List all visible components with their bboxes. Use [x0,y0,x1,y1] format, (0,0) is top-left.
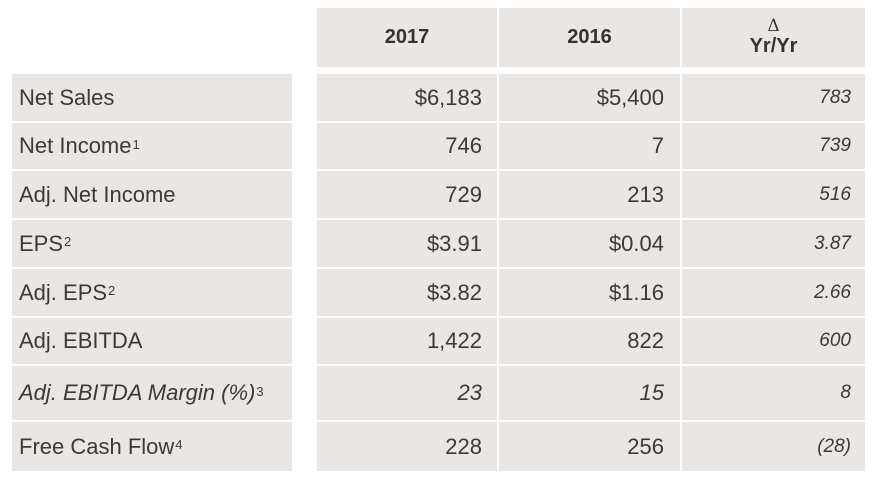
table-row: $6,183 $5,400 783 [317,74,865,123]
value-delta: (28) [817,435,851,457]
value-2017: $6,183 [317,74,499,121]
row-label-text: Adj. EBITDA Margin (%) [19,380,256,405]
value-delta: 2.66 [814,281,851,303]
value-2016: 256 [499,422,682,471]
value-2016: $5,400 [499,74,682,121]
row-label: Adj. EBITDA Margin (%) 3 [12,366,292,422]
row-label-text: EPS [19,230,64,256]
footnote-marker: 2 [108,283,116,298]
header-2016: 2016 [499,8,682,67]
table-row: 746 7 739 [317,123,865,171]
value-2016: 822 [499,318,682,364]
row-label-text: Net Income [19,133,132,158]
value-2017: 23 [317,366,499,420]
table-row: $3.82 $1.16 2.66 [317,269,865,318]
value-2017: 1,422 [317,318,499,364]
row-label: Net Income 1 [12,123,292,171]
row-label-text: Adj. EPS [19,279,108,305]
footnote-marker: 3 [256,383,264,399]
header-2016-label: 2016 [567,26,612,48]
value-2016: 15 [499,366,682,420]
table-row: 23 15 8 [317,366,865,422]
value-delta: 3.87 [814,232,851,254]
table-row: 729 213 516 [317,171,865,220]
header-delta-label: Yr/Yr [749,35,798,57]
value-delta: 739 [819,135,851,156]
row-label: Adj. Net Income [12,171,292,220]
value-2017: $3.82 [317,269,499,316]
row-label: EPS 2 [12,220,292,269]
row-label-text: Adj. Net Income [19,181,176,207]
row-label: Net Sales [12,74,292,123]
value-2016: 213 [499,171,682,218]
row-label: Adj. EPS 2 [12,269,292,318]
table-row: 1,422 822 600 [317,318,865,366]
header-delta: Δ Yr/Yr [682,8,865,67]
row-label-text: Adj. EBITDA [19,328,143,353]
value-2017: 228 [317,422,499,471]
value-delta: 600 [819,330,851,351]
row-labels-column: Net Sales Net Income 1 Adj. Net Income EP… [12,74,292,471]
value-delta: 783 [819,86,851,108]
delta-symbol: Δ [767,16,780,36]
value-2017: 746 [317,123,499,169]
row-label-text: Net Sales [19,84,115,110]
row-label-text: Free Cash Flow [19,433,175,459]
row-label: Free Cash Flow 4 [12,422,292,471]
row-label: Adj. EBITDA [12,318,292,366]
values-grid: $6,183 $5,400 783 746 7 739 729 213 516 … [317,74,865,471]
value-2017: 729 [317,171,499,218]
footnote-marker: 2 [64,234,72,249]
table-row: 228 256 (28) [317,422,865,471]
header-2017-label: 2017 [384,26,430,48]
value-2017: $3.91 [317,220,499,267]
header-2017: 2017 [317,8,499,67]
footnote-marker: 4 [175,437,183,452]
footnote-marker: 1 [132,136,140,152]
value-delta: 8 [840,382,851,403]
table-row: $3.91 $0.04 3.87 [317,220,865,269]
value-2016: $1.16 [499,269,682,316]
value-2016: 7 [499,123,682,169]
value-2016: $0.04 [499,220,682,267]
table-header: 2017 2016 Δ Yr/Yr [317,8,865,67]
value-delta: 516 [819,183,851,205]
